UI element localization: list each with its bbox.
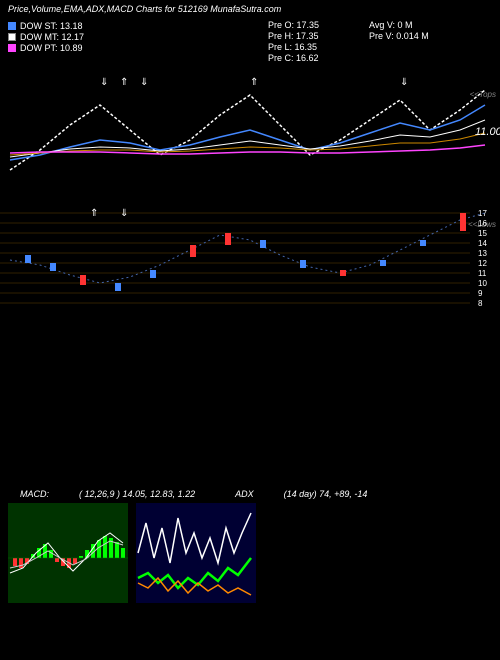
svg-text:14: 14 (478, 239, 487, 248)
dow-mt-label: DOW MT: 12.17 (20, 32, 84, 42)
prev-o: Pre O: 17.35 (268, 20, 319, 30)
legend-dow-pt: DOW PT: 10.89 (8, 43, 128, 53)
adx-params: (14 day) 74, +89, -14 (284, 489, 368, 499)
svg-text:11: 11 (478, 269, 487, 278)
legend-left: DOW ST: 13.18 DOW MT: 12.17 DOW PT: 10.8… (8, 20, 128, 63)
svg-text:8: 8 (478, 299, 483, 308)
prev-c: Pre C: 16.62 (268, 53, 319, 63)
svg-text:15: 15 (478, 229, 487, 238)
dow-st-label: DOW ST: 13.18 (20, 21, 83, 31)
svg-text:13: 13 (478, 249, 487, 258)
svg-text:⇑: ⇑ (250, 77, 258, 88)
svg-text:16: 16 (478, 219, 487, 228)
svg-text:12: 12 (478, 259, 487, 268)
info-right: Avg V: 0 M Pre V: 0.014 M (369, 20, 429, 63)
macd-chart (8, 503, 128, 603)
info-mid: Pre O: 17.35 Pre H: 17.35 Pre L: 16.35 P… (268, 20, 319, 63)
svg-text:⇑: ⇑ (90, 208, 98, 219)
candle-chart: 171615141312111098⇑⇓ (0, 205, 500, 315)
svg-text:9: 9 (478, 289, 483, 298)
svg-text:⇑: ⇑ (120, 77, 128, 88)
macd-title: MACD: (20, 489, 49, 499)
prev-h: Pre H: 17.35 (268, 31, 319, 41)
svg-text:⇓: ⇓ (120, 208, 128, 219)
subchart-labels: MACD: ( 12,26,9 ) 14.05, 12.83, 1.22 ADX… (0, 485, 500, 503)
macd-params: ( 12,26,9 ) 14.05, 12.83, 1.22 (79, 489, 195, 499)
svg-text:⇓: ⇓ (400, 77, 408, 88)
dow-pt-label: DOW PT: 10.89 (20, 43, 83, 53)
svg-text:10: 10 (478, 279, 487, 288)
prev-l: Pre L: 16.35 (268, 42, 319, 52)
chart-title: Price,Volume,EMA,ADX,MACD Charts for 512… (0, 0, 500, 18)
adx-chart (136, 503, 256, 603)
legend-dow-st: DOW ST: 13.18 (8, 21, 128, 31)
svg-text:⇓: ⇓ (140, 77, 148, 88)
price-chart: ⇓ ⇑ ⇓ ⇑ ⇓ 11.00 (0, 75, 500, 195)
legend-row: DOW ST: 13.18 DOW MT: 12.17 DOW PT: 10.8… (0, 18, 500, 65)
legend-dow-mt: DOW MT: 12.17 (8, 32, 128, 42)
adx-title: ADX (235, 489, 254, 499)
prev-v: Pre V: 0.014 M (369, 31, 429, 41)
svg-text:⇓: ⇓ (100, 77, 108, 88)
svg-text:11.00: 11.00 (475, 126, 500, 138)
avg-v: Avg V: 0 M (369, 20, 429, 30)
